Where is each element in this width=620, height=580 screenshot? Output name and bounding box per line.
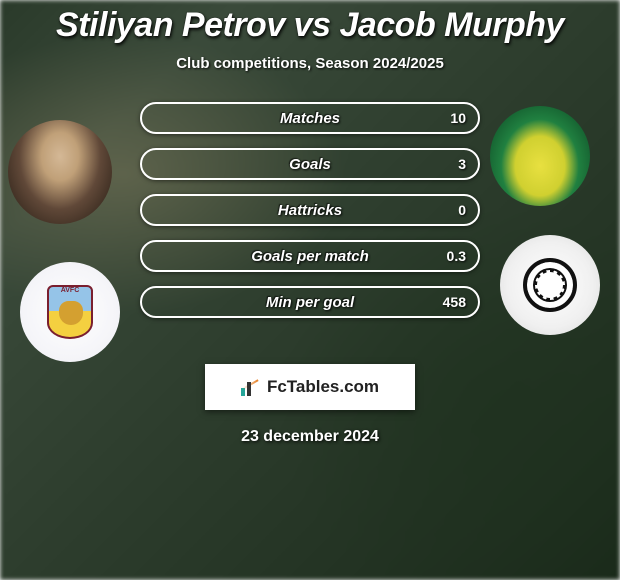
aston-villa-crest-icon: AVFC	[47, 285, 93, 339]
fctables-chart-icon	[241, 378, 263, 396]
stat-right-value: 458	[443, 294, 466, 310]
comparison-card: Stiliyan Petrov vs Jacob Murphy Club com…	[0, 0, 620, 580]
club-right-badge	[500, 235, 600, 335]
page-title: Stiliyan Petrov vs Jacob Murphy	[0, 0, 620, 45]
player-left-avatar	[8, 120, 112, 224]
subtitle: Club competitions, Season 2024/2025	[0, 55, 620, 72]
stat-label: Matches	[142, 110, 478, 127]
stat-label: Goals per match	[142, 248, 478, 265]
newcastle-crest-icon	[523, 258, 577, 312]
date-label: 23 december 2024	[0, 428, 620, 446]
stats-list: Matches 10 Goals 3 Hattricks 0 Goals per…	[140, 102, 480, 332]
stat-label: Hattricks	[142, 202, 478, 219]
stat-right-value: 10	[450, 110, 466, 126]
stat-row-hattricks: Hattricks 0	[140, 194, 480, 226]
stat-row-goals-per-match: Goals per match 0.3	[140, 240, 480, 272]
brand-name: FcTables.com	[267, 377, 379, 397]
brand-logo: FcTables.com	[241, 377, 379, 397]
comparison-body: AVFC Matches 10 Goals 3 Hattricks 0	[0, 100, 620, 350]
stat-right-value: 0	[458, 202, 466, 218]
stat-right-value: 0.3	[447, 248, 466, 264]
stat-right-value: 3	[458, 156, 466, 172]
player-right-avatar	[490, 106, 590, 206]
stat-row-goals: Goals 3	[140, 148, 480, 180]
club-left-badge: AVFC	[20, 262, 120, 362]
stat-label: Min per goal	[142, 294, 478, 311]
stat-row-min-per-goal: Min per goal 458	[140, 286, 480, 318]
brand-box: FcTables.com	[205, 364, 415, 410]
stat-label: Goals	[142, 156, 478, 173]
stat-row-matches: Matches 10	[140, 102, 480, 134]
